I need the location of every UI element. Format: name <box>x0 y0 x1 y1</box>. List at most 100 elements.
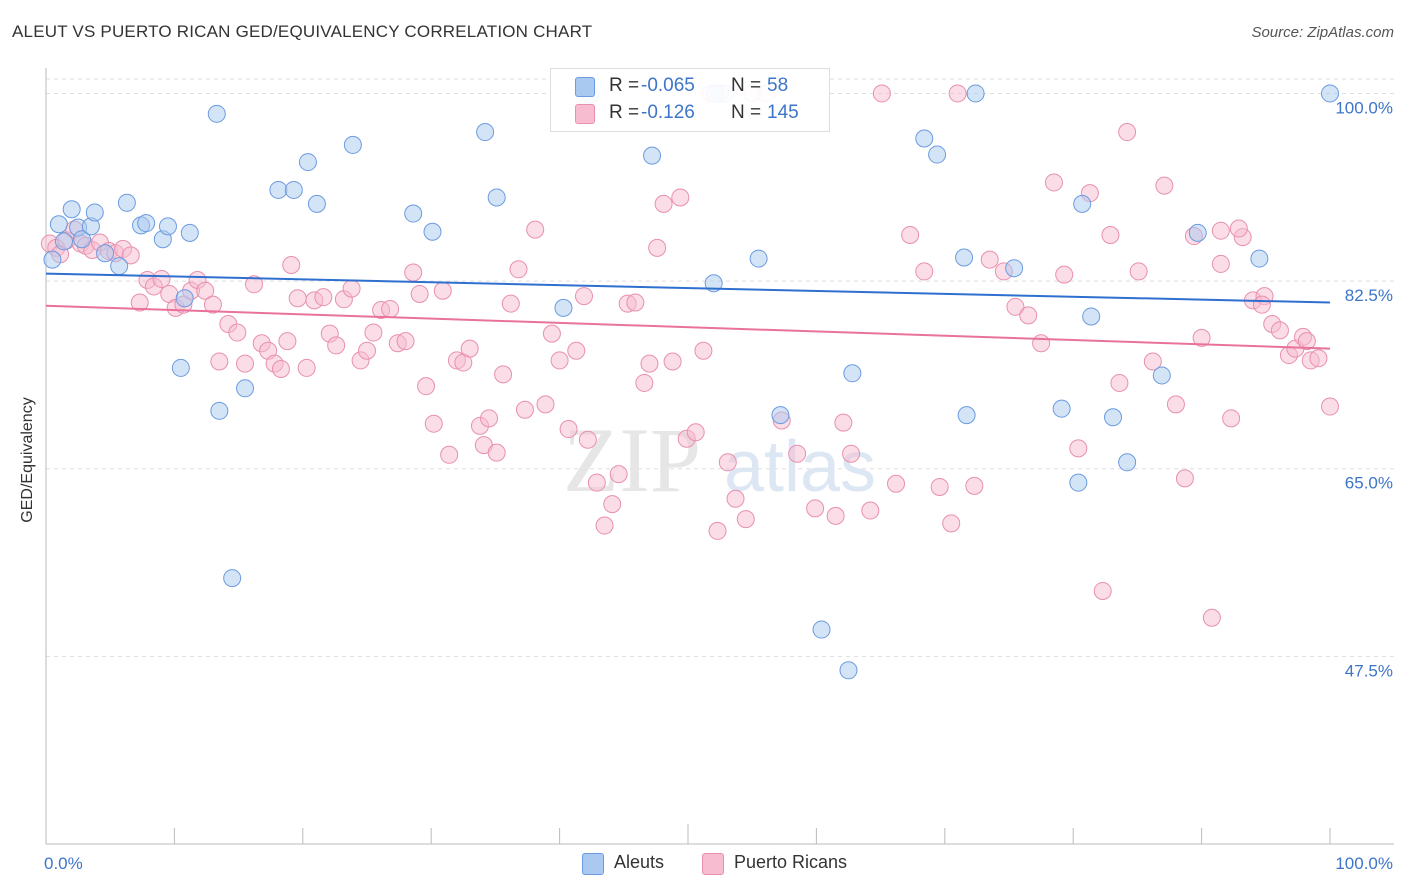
aleut-point <box>1188 223 1207 242</box>
puerto-rican-point <box>887 474 906 493</box>
aleut-point <box>966 84 985 103</box>
puerto-rican-point <box>901 225 920 244</box>
aleut-point <box>223 569 242 588</box>
aleut-point <box>487 188 506 207</box>
puerto-rican-point <box>788 444 807 463</box>
puerto-rican-point <box>1155 176 1174 195</box>
aleut-point <box>928 145 947 164</box>
x-tick-label: 0.0% <box>44 854 83 873</box>
puerto-rican-point <box>948 84 967 103</box>
puerto-rican-point <box>654 194 673 213</box>
aleut-point <box>1052 399 1071 418</box>
aleut-point <box>1082 307 1101 326</box>
puerto-rican-point <box>288 289 307 308</box>
puerto-rican-point <box>494 365 513 384</box>
puerto-rican-point <box>152 269 171 288</box>
aleut-point <box>476 123 495 142</box>
puerto-rican-point <box>196 281 215 300</box>
puerto-rican-point <box>567 341 586 360</box>
aleut-point <box>1250 249 1269 268</box>
puerto-rican-point <box>1229 219 1248 238</box>
puerto-rican-point <box>342 279 361 298</box>
aleut-point <box>54 232 73 251</box>
aleut-point <box>180 223 199 242</box>
axes-layer <box>45 68 1394 845</box>
legend-n-label: N = <box>731 75 762 96</box>
puerto-rican-point <box>1032 334 1051 353</box>
aleut-point <box>1152 366 1171 385</box>
aleut-point <box>137 214 156 233</box>
puerto-rican-point <box>708 521 727 540</box>
y-tick-label: 47.5% <box>1345 661 1393 680</box>
aleut-point <box>643 146 662 165</box>
puerto-rican-point <box>228 323 247 342</box>
aleut-point <box>1118 453 1137 472</box>
aleut-point <box>171 358 190 377</box>
puerto-rican-point <box>980 250 999 269</box>
puerto-rican-point <box>1211 221 1230 240</box>
aleut-point <box>49 215 68 234</box>
puerto-rican-point <box>460 339 479 358</box>
puerto-rican-point <box>1202 608 1221 627</box>
puerto-rican-point <box>479 409 498 428</box>
aleut-point <box>1321 84 1339 103</box>
puerto-rican-point <box>686 423 705 442</box>
puerto-rican-point <box>404 263 423 282</box>
aleuts-points <box>43 84 1339 680</box>
y-tick-label: 100.0% <box>1335 98 1393 117</box>
puerto-rican-point <box>550 351 569 370</box>
puerto-rican-point <box>1222 409 1241 428</box>
aleut-point <box>307 194 326 213</box>
aleut-point <box>1104 408 1123 427</box>
puerto-rican-point <box>396 332 415 351</box>
puerto-rican-point <box>515 400 534 419</box>
aleut-point <box>158 217 177 236</box>
y-tick-label: 65.0% <box>1345 474 1393 493</box>
puerto-rican-point <box>433 281 452 300</box>
legend-n-label: N = <box>731 102 762 123</box>
aleuts-trend-line <box>45 272 1331 304</box>
trend-lines <box>45 272 1331 350</box>
aleut-point <box>839 661 858 680</box>
aleut-point <box>43 250 62 269</box>
aleut-point <box>812 620 831 639</box>
puerto-rican-point <box>424 414 443 433</box>
legend-swatch-aleuts <box>575 77 595 97</box>
aleut-point <box>72 230 91 249</box>
puerto-rican-point <box>210 352 229 371</box>
puerto-rican-point <box>278 332 297 351</box>
puerto-rican-point <box>726 489 745 508</box>
puerto-ricans-trend-line <box>45 304 1331 350</box>
puerto-rican-point <box>872 84 891 103</box>
aleut-point <box>1005 259 1024 278</box>
puerto-rican-point <box>671 188 690 207</box>
aleut-point <box>236 379 255 398</box>
aleut-point <box>554 298 573 317</box>
bottom-legend-swatch-aleuts <box>582 853 604 875</box>
legend-n-value: 58 <box>767 75 789 96</box>
aleut-point <box>110 257 129 276</box>
source-label: Source: ZipAtlas.com <box>1251 24 1394 41</box>
puerto-rican-point <box>245 275 264 294</box>
aleut-point <box>915 129 934 148</box>
puerto-rican-point <box>536 395 555 414</box>
aleut-point <box>749 249 768 268</box>
puerto-rican-point <box>130 293 149 312</box>
puerto-rican-point <box>942 514 961 533</box>
puerto-rican-point <box>842 444 861 463</box>
puerto-rican-point <box>410 284 429 303</box>
puerto-rican-point <box>364 323 383 342</box>
puerto-ricans-points <box>40 84 1339 627</box>
bottom-legend-swatch-puerto-ricans <box>702 853 724 875</box>
aleut-point <box>771 406 790 425</box>
aleut-point <box>96 244 115 263</box>
legend-r-value: -0.065 <box>641 75 695 96</box>
puerto-rican-point <box>1143 352 1162 371</box>
chart-title: ALEUT VS PUERTO RICAN GED/EQUIVALENCY CO… <box>12 22 593 41</box>
puerto-rican-point <box>574 287 593 306</box>
aleut-point <box>343 135 362 154</box>
puerto-rican-point <box>381 299 400 318</box>
puerto-rican-point <box>1252 295 1271 314</box>
aleut-point <box>284 180 303 199</box>
puerto-rican-point <box>1019 306 1038 325</box>
